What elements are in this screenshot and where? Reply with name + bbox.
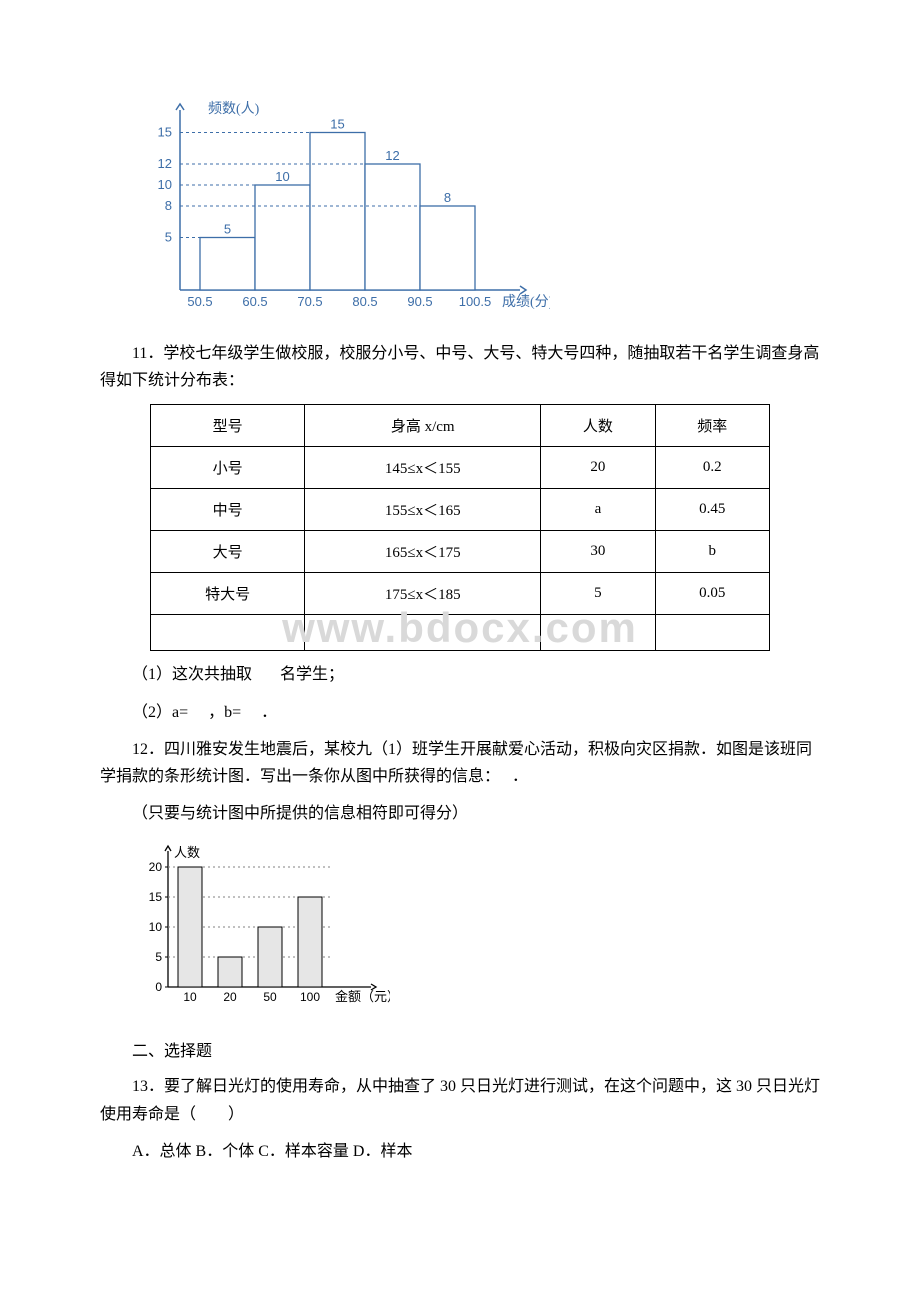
table-row: 大号 165≤x＜175 30 b <box>151 531 770 573</box>
table-row: 中号 155≤x＜165 a 0.45 <box>151 489 770 531</box>
cell: 小号 <box>151 447 305 489</box>
th-freq: 频率 <box>655 405 769 447</box>
cell: 155≤x＜165 <box>305 489 541 531</box>
svg-text:50: 50 <box>263 990 277 1004</box>
svg-text:70.5: 70.5 <box>297 294 322 309</box>
svg-text:90.5: 90.5 <box>407 294 432 309</box>
cell: 中号 <box>151 489 305 531</box>
question-13-text: 13．要了解日光灯的使用寿命，从中抽查了 30 只日光灯进行测试，在这个问题中，… <box>100 1073 820 1127</box>
bar-chart-svg: 0 5 10 15 20 10 20 50 100 人数金额（元） <box>130 837 390 1012</box>
table-header-row: 型号 身高 x/cm 人数 频率 <box>151 405 770 447</box>
cell-empty <box>655 615 769 651</box>
svg-text:频数(人): 频数(人) <box>208 101 260 117</box>
section-2-title: 二、选择题 <box>100 1037 820 1061</box>
table-row-empty <box>151 615 770 651</box>
svg-text:12: 12 <box>385 148 399 163</box>
svg-text:5: 5 <box>155 950 162 964</box>
th-height: 身高 x/cm <box>305 405 541 447</box>
cell: 大号 <box>151 531 305 573</box>
svg-text:10: 10 <box>149 920 163 934</box>
svg-text:100.5: 100.5 <box>459 294 492 309</box>
cell: 0.05 <box>655 573 769 615</box>
svg-text:15: 15 <box>158 125 172 140</box>
question-11-sub2: （2）a= ，b= ． <box>100 699 820 726</box>
svg-text:8: 8 <box>444 190 451 205</box>
histogram-svg: 5 8 10 12 15 5 10 15 12 8 50.5 60.5 70.5 80.5 90.5 100.… <box>130 100 550 315</box>
table-row: 小号 145≤x＜155 20 0.2 <box>151 447 770 489</box>
cell: b <box>655 531 769 573</box>
th-count: 人数 <box>541 405 655 447</box>
svg-text:80.5: 80.5 <box>352 294 377 309</box>
svg-text:15: 15 <box>149 890 163 904</box>
svg-text:5: 5 <box>224 222 231 237</box>
cell: 145≤x＜155 <box>305 447 541 489</box>
cell-empty <box>541 615 655 651</box>
svg-text:12: 12 <box>158 156 172 171</box>
cell-empty <box>151 615 305 651</box>
question-11-text: 11．学校七年级学生做校服，校服分小号、中号、大号、特大号四种，随抽取若干名学生… <box>100 340 820 394</box>
chart-bar-donation: 0 5 10 15 20 10 20 50 100 人数金额（元） <box>130 837 820 1017</box>
svg-text:8: 8 <box>165 198 172 213</box>
question-11-sub1: （1）这次共抽取 名学生； <box>100 661 820 688</box>
question-12-note: （只要与统计图中所提供的信息相符即可得分） <box>100 800 820 827</box>
cell: 165≤x＜175 <box>305 531 541 573</box>
svg-text:10: 10 <box>158 177 172 192</box>
svg-text:15: 15 <box>330 117 344 132</box>
cell: 5 <box>541 573 655 615</box>
svg-text:10: 10 <box>275 169 289 184</box>
q11-sub1-pre: （1）这次共抽取 <box>132 666 252 683</box>
document-page: 581012155101512850.560.570.580.590.5100.… <box>0 0 920 1215</box>
chart-histogram-scores: 5 8 10 12 15 5 10 15 12 8 50.5 60.5 70.5 80.5 90.5 100.… <box>130 100 820 320</box>
svg-text:50.5: 50.5 <box>187 294 212 309</box>
svg-text:成绩(分): 成绩(分) <box>502 294 550 310</box>
question-13-options: A．总体 B．个体 C．样本容量 D．样本 <box>100 1138 820 1165</box>
cell-empty <box>305 615 541 651</box>
svg-text:20: 20 <box>223 990 237 1004</box>
cell: 175≤x＜185 <box>305 573 541 615</box>
table-row: 特大号 175≤x＜185 5 0.05 <box>151 573 770 615</box>
cell: 0.45 <box>655 489 769 531</box>
svg-text:金额（元）: 金额（元） <box>335 989 390 1004</box>
th-type: 型号 <box>151 405 305 447</box>
cell: 20 <box>541 447 655 489</box>
question-12-text: 12．四川雅安发生地震后，某校九（1）班学生开展献爱心活动，积极向灾区捐款．如图… <box>100 736 820 790</box>
cell: 30 <box>541 531 655 573</box>
svg-text:人数: 人数 <box>174 845 200 860</box>
uniform-size-table: 型号 身高 x/cm 人数 频率 小号 145≤x＜155 20 0.2 中号 … <box>150 404 770 651</box>
svg-text:0: 0 <box>155 980 162 994</box>
svg-text:100: 100 <box>300 990 320 1004</box>
cell: 特大号 <box>151 573 305 615</box>
svg-text:20: 20 <box>149 860 163 874</box>
q11-sub1-post: 名学生； <box>280 666 344 683</box>
cell: a <box>541 489 655 531</box>
svg-text:10: 10 <box>183 990 197 1004</box>
svg-text:60.5: 60.5 <box>242 294 267 309</box>
svg-text:5: 5 <box>165 230 172 245</box>
cell: 0.2 <box>655 447 769 489</box>
